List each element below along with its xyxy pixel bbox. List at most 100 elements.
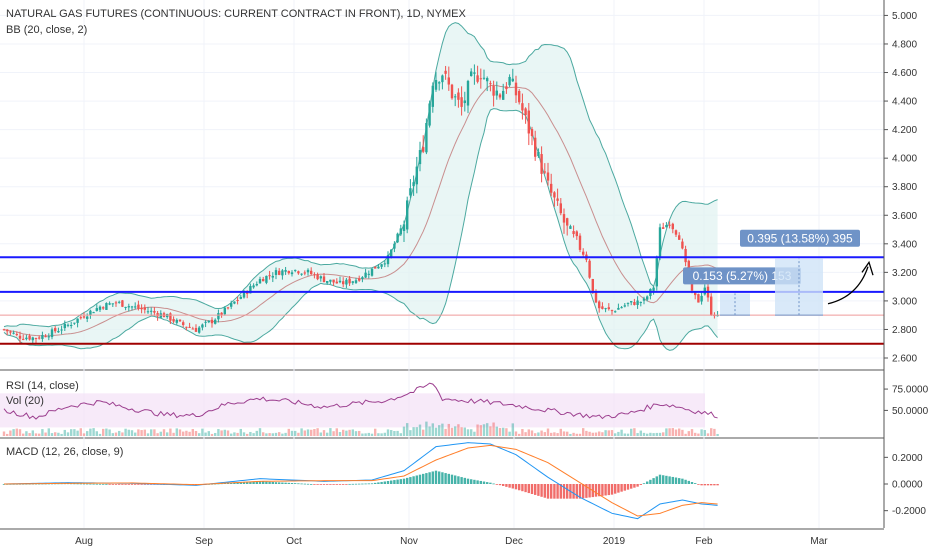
volume-bar [415,427,418,436]
volume-bar [322,430,326,436]
candle-body [146,311,150,313]
macd-histogram-bar [82,483,86,485]
volume-bar [76,430,79,436]
macd-histogram-bar [678,478,681,484]
candle-body [492,85,495,96]
bb-upper-band [3,22,718,328]
candle-body [377,266,380,269]
macd-histogram-bar [342,484,345,485]
macd-histogram-bar [550,484,553,499]
volume-bar [671,428,674,436]
macd-histogram-bar [521,484,524,492]
candle-body [63,323,66,329]
candle-body [319,276,322,279]
candle-body [591,279,594,294]
candle-body [143,307,146,310]
volume-bar [572,432,575,436]
macd-histogram-bar [441,472,444,484]
price-axis: 5.000 4.800 4.600 4.400 4.200 4.000 3.800 3.600… [883,0,932,550]
candle-body [518,90,521,103]
macd-histogram-bar [422,473,425,484]
macd-histogram-bar [518,484,521,491]
candle-body [201,324,204,328]
macd-histogram-bar [348,483,351,485]
candle-body [38,337,41,339]
volume-bar [198,433,201,436]
volume-bar [108,429,111,436]
volume-bar [319,432,322,436]
macd-histogram-bar [79,483,82,485]
candle-body [278,270,281,275]
volume-bar [226,430,230,436]
macd-histogram-bar [623,484,626,491]
candle-body [111,303,114,305]
volume-bar [710,428,713,436]
volume-bar [178,429,182,436]
volume-bar [518,433,521,436]
volume-bar [50,433,54,436]
volume-bar [511,423,514,436]
rsi-band [0,393,705,428]
candle-body [441,75,444,83]
macd-histogram-bar [470,479,473,484]
macd-histogram-bar [450,474,454,484]
candle-body [447,77,450,85]
macd-histogram-bar [671,476,674,484]
macd-histogram-bar [713,484,716,486]
candle-body [47,336,50,338]
macd-histogram-bar [460,477,463,484]
volume-bar [370,433,374,436]
volume-bar [425,421,428,436]
candle-body [473,72,476,74]
macd-histogram-bar [540,484,543,497]
candle-body [89,310,92,316]
volume-bar [697,433,700,436]
macd-histogram-bar [457,476,460,484]
volume-bar [527,429,530,436]
volume-bar [118,430,121,436]
candle-body [508,76,511,86]
candle-body [655,258,658,287]
macd-histogram-bar [572,484,575,499]
macd-histogram-bar [479,480,482,484]
volume-bar [92,428,95,436]
macd-histogram-bar [706,484,710,486]
candle-body [665,225,668,228]
candle-body [434,80,438,90]
volume-bar [47,428,50,436]
macd-histogram-bar [553,484,556,499]
volume-bar [28,433,31,436]
volume-bar [521,429,524,436]
volume-bar [262,432,265,436]
macd-histogram-bar [646,481,649,484]
measure-label-box-1 [683,267,801,285]
volume-bar [12,429,15,436]
macd-histogram-bar [383,481,386,484]
candle-body [575,231,578,237]
volume-bar [310,429,313,436]
macd-histogram-bar [482,481,486,484]
candle-body [383,263,386,265]
candle-body [681,241,684,249]
volume-bar [444,428,447,436]
macd-histogram-bar [585,484,588,498]
volume-bar [172,432,175,436]
candle-body [150,310,153,312]
macd-histogram-bar [604,484,607,496]
macd-histogram-bar [358,483,361,485]
macd-histogram-bar [249,481,252,484]
rsi-pane [0,382,719,436]
candle-body [140,307,143,310]
macd-histogram-bar [102,483,105,485]
macd-histogram-bar [636,484,639,487]
volume-bar [294,430,297,436]
candle-body [617,307,620,310]
macd-histogram-bar [297,483,300,485]
volume-bar [124,428,127,436]
macd-histogram-bar [313,484,316,485]
candle-body [329,279,332,282]
candle-body [178,319,182,322]
macd-histogram-bar [233,482,236,484]
volume-bar [137,429,140,436]
volume-bar [303,430,306,436]
